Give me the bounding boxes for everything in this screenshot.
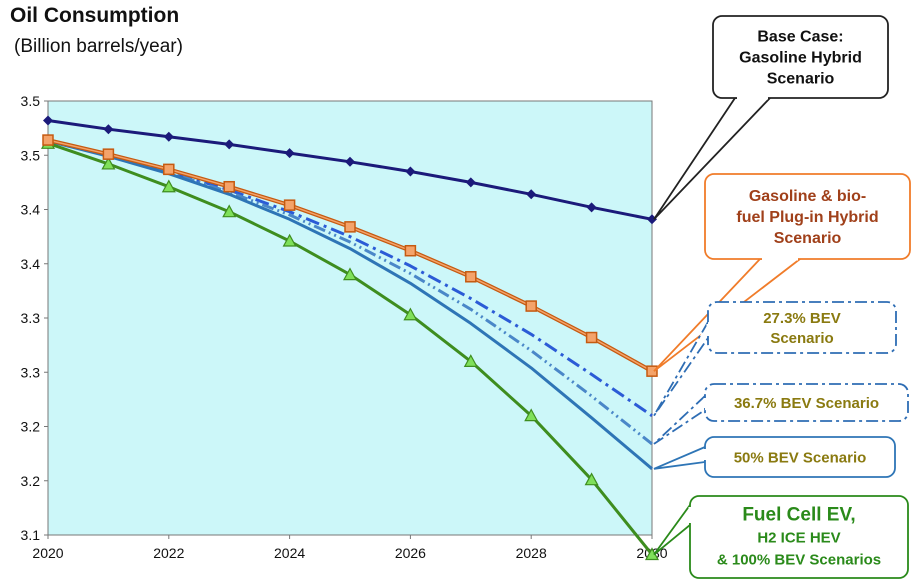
callout-pointer (653, 502, 691, 556)
data-point-fcev (101, 156, 116, 170)
y-tick-label: 3.2 (21, 419, 41, 435)
data-point-phev (283, 199, 296, 211)
callout-bev50: 50% BEV Scenario (653, 436, 896, 478)
callout-label-base: Scenario (767, 71, 835, 88)
callout-label-phev: Gasoline & bio- (749, 188, 866, 205)
data-point-fcev (161, 179, 176, 193)
callout-label-base: Base Case: (757, 29, 843, 46)
callout-label-bev27: 27.3% BEV (763, 310, 841, 327)
data-point-phev (465, 271, 477, 283)
callout-box (712, 15, 889, 99)
callout-fcev: Fuel Cell EV, H2 ICE HEV & 100% BEV Scenar… (653, 495, 909, 579)
data-point-fcev (463, 354, 478, 367)
data-point-base (284, 148, 295, 159)
callout-label-bev50: 50% BEV Scenario (734, 449, 867, 466)
callout-box (689, 495, 909, 579)
data-point-phev (163, 163, 175, 176)
x-tick-label: 2022 (153, 545, 184, 561)
callout-label-bev27: Scenario (770, 330, 833, 347)
data-point-phev (102, 148, 115, 160)
y-tick-label: 3.5 (21, 147, 41, 163)
data-point-base (586, 202, 597, 213)
callout-bev27: 27.3% BEV Scenario (653, 301, 897, 417)
chart-subtitle: (Billion barrels/year) (14, 36, 183, 57)
y-tick-label: 3.1 (21, 527, 41, 543)
y-tick-label: 3.4 (21, 202, 41, 218)
data-point-phev (223, 180, 235, 193)
callout-label-phev: Scenario (774, 230, 842, 247)
data-point-phev (404, 244, 417, 257)
callout-label-fcev: Fuel Cell EV, (742, 504, 855, 525)
x-tick-label: 2024 (274, 545, 305, 561)
data-point-fcev (403, 307, 418, 321)
data-point-phev (585, 331, 598, 344)
data-point-base (103, 124, 114, 135)
data-point-fcev (342, 267, 358, 281)
y-tick-label: 3.5 (21, 93, 41, 109)
data-point-fcev (524, 408, 539, 422)
data-point-phev (42, 134, 54, 146)
y-tick-label: 3.2 (21, 473, 41, 489)
data-point-phev (646, 365, 658, 377)
callout-label-base: Gasoline Hybrid (739, 50, 862, 67)
callout-label-bev36: 36.7% BEV Scenario (734, 395, 879, 412)
data-point-fcev (222, 204, 237, 218)
data-point-base (43, 115, 53, 126)
y-tick-label: 3.3 (21, 310, 41, 326)
data-point-phev (344, 221, 356, 233)
y-tick-label: 3.3 (21, 364, 41, 380)
series-line-bev50 (47, 139, 653, 470)
callout-bev36: 36.7% BEV Scenario (653, 383, 909, 445)
callout-pointer (653, 445, 706, 470)
data-point-fcev (584, 472, 599, 486)
data-point-base (405, 166, 416, 177)
callout-label-phev: fuel Plug-in Hybrid (736, 209, 878, 226)
data-point-fcev (282, 233, 297, 247)
y-tick-label: 3.4 (21, 256, 41, 272)
x-tick-label: 2020 (32, 545, 63, 561)
callout-label-fcev: & 100% BEV Scenarios (717, 551, 881, 568)
data-point-phev (525, 300, 537, 312)
callout-phev: Gasoline & bio-fuel Plug-in Hybrid Scenar… (653, 173, 911, 372)
x-tick-label: 2028 (516, 545, 547, 561)
data-point-base (224, 139, 235, 150)
data-point-base (647, 214, 657, 225)
data-point-base (163, 131, 174, 142)
data-point-base (465, 177, 476, 188)
callout-label-fcev: H2 ICE HEV (757, 529, 840, 546)
chart-title: Oil Consumption (10, 4, 180, 27)
data-point-base (526, 189, 537, 200)
x-tick-label: 2026 (395, 545, 426, 561)
series-line-bev36 (47, 138, 653, 446)
data-point-base (345, 156, 355, 167)
callout-box (704, 173, 911, 260)
series-line-bev27 (47, 138, 653, 417)
callout-base: Base Case: Gasoline Hybrid Scenario (653, 15, 889, 220)
